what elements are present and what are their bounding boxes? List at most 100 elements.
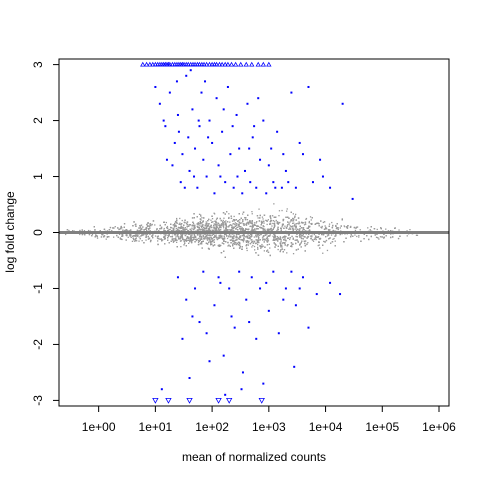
ns-point — [213, 233, 215, 235]
ns-point — [260, 224, 262, 226]
ns-point — [263, 235, 265, 237]
ns-point — [184, 227, 186, 229]
ns-point — [172, 239, 174, 241]
ns-point — [202, 221, 204, 223]
ns-point — [182, 237, 184, 239]
ns-point — [204, 224, 206, 226]
ns-point — [325, 236, 327, 238]
ns-point — [113, 227, 115, 229]
ns-point — [220, 226, 222, 229]
ns-point — [188, 239, 190, 241]
ns-point — [230, 242, 232, 244]
ns-point — [281, 242, 283, 244]
ns-point — [263, 241, 265, 243]
ns-point — [261, 237, 264, 239]
ns-point — [224, 221, 226, 223]
ns-point — [266, 223, 268, 226]
clipped-down-point — [186, 398, 193, 404]
ns-point — [245, 241, 248, 243]
significant-point — [173, 141, 176, 144]
ns-point — [133, 221, 135, 223]
ns-point — [208, 228, 210, 230]
ns-point — [263, 250, 265, 252]
ns-point — [139, 226, 142, 228]
ns-point — [202, 230, 205, 232]
ns-point — [140, 228, 142, 230]
ns-point — [305, 218, 307, 220]
ns-point — [299, 225, 301, 227]
ns-point — [268, 235, 270, 237]
ns-point — [245, 240, 247, 242]
significant-point — [176, 276, 179, 279]
ns-point — [172, 240, 175, 242]
ns-point — [289, 225, 291, 227]
ns-point — [251, 239, 253, 241]
ns-point — [138, 240, 140, 242]
ns-point — [211, 243, 213, 245]
ns-point — [399, 235, 401, 237]
ns-point — [149, 241, 152, 243]
x-tick-label: 1e+03 — [252, 420, 286, 434]
ns-point — [191, 234, 193, 236]
significant-point — [198, 321, 201, 324]
ns-point — [206, 235, 208, 237]
ns-point — [202, 229, 205, 231]
ns-point — [292, 228, 294, 230]
ns-point — [324, 241, 326, 243]
significant-point — [236, 175, 239, 178]
ns-point — [215, 237, 218, 239]
ns-point — [225, 229, 228, 232]
ns-point — [279, 236, 281, 238]
ns-point — [290, 211, 292, 213]
ns-point — [383, 237, 385, 239]
ns-point — [177, 229, 180, 231]
ns-point — [292, 227, 294, 229]
ns-point — [255, 239, 257, 241]
ns-point — [291, 246, 293, 248]
ns-point — [254, 228, 256, 230]
ns-point — [306, 227, 308, 229]
ns-point — [216, 217, 218, 219]
ns-point — [160, 238, 162, 240]
ns-point — [213, 236, 215, 238]
ns-point — [135, 238, 137, 240]
ns-point — [260, 247, 262, 249]
ns-point — [290, 245, 292, 247]
ns-point — [245, 235, 248, 237]
ns-point — [259, 226, 262, 229]
ns-point — [249, 220, 251, 222]
ns-point — [335, 235, 337, 237]
ns-point — [415, 234, 418, 236]
ns-point — [210, 236, 212, 239]
ns-point — [184, 234, 187, 237]
ns-point — [262, 228, 264, 230]
ns-point — [292, 213, 294, 215]
ns-point — [332, 224, 334, 227]
ns-point — [242, 233, 245, 236]
ns-point — [211, 238, 213, 240]
ns-point — [146, 233, 149, 235]
ns-point — [264, 228, 266, 230]
ns-point — [237, 224, 239, 226]
x-tick-label: 1e+04 — [309, 420, 343, 434]
ns-point — [201, 241, 203, 243]
ns-point — [292, 243, 294, 245]
ns-point — [322, 244, 324, 246]
significant-point — [229, 153, 232, 156]
ns-point — [263, 222, 265, 224]
significant-point — [284, 287, 287, 290]
ns-point — [222, 222, 224, 224]
ns-point — [156, 229, 158, 231]
ns-point — [280, 246, 282, 248]
ns-point — [177, 226, 180, 229]
ns-point — [289, 237, 291, 239]
ns-point — [202, 224, 204, 226]
ns-point — [233, 215, 235, 218]
ns-point — [266, 241, 269, 243]
ns-point — [152, 234, 154, 236]
ns-point — [226, 237, 229, 240]
ns-point — [231, 239, 233, 241]
ns-point — [336, 227, 338, 229]
ns-point — [234, 223, 236, 226]
ns-point — [206, 234, 208, 236]
